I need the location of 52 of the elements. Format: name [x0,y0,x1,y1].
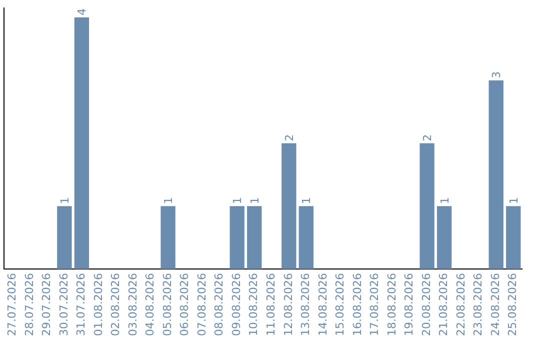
data-label: 2 [421,134,434,142]
x-tick-label: 28.07.2026 [22,273,36,336]
x-tick-label: 02.08.2026 [109,273,122,336]
bar [57,206,72,270]
x-tick-label: 04.08.2026 [144,273,157,336]
bar [74,17,90,270]
x-tick-label: 09.08.2026 [230,273,243,336]
x-tick-label: 23.08.2026 [472,273,485,336]
x-tick-label: 22.08.2026 [454,273,468,336]
bar [247,206,262,270]
bar [506,206,521,270]
x-tick-label: 06.08.2026 [178,273,192,336]
x-tick-label: 16.08.2026 [350,273,364,336]
data-label: 3 [490,71,504,78]
x-tick-label: 11.08.2026 [264,273,278,336]
x-tick-label: 29.07.2026 [40,273,54,336]
x-tick-label: 15.08.2026 [334,273,347,336]
x-tick-label: 05.08.2026 [160,273,174,336]
x-tick-label: 20.08.2026 [420,273,433,336]
x-tick-label: 24.08.2026 [488,273,502,336]
x-tick-label: 03.08.2026 [126,273,140,336]
x-tick-label: 01.08.2026 [92,273,105,336]
data-label: 1 [248,197,262,204]
x-tick-label: 25.08.2026 [506,273,520,336]
data-label: 1 [300,197,314,204]
data-label: 1 [438,197,452,204]
x-tick-label: 18.08.2026 [385,273,398,336]
bar [230,206,244,270]
x-tick-label: 14.08.2026 [316,273,330,336]
bar [298,206,314,270]
x-tick-label: 21.08.2026 [437,273,450,336]
x-tick-label: 08.08.2026 [212,273,226,336]
x-tick-label: 12.08.2026 [282,273,295,336]
x-tick-label: 10.08.2026 [247,273,260,336]
x-tick-label: 17.08.2026 [368,273,382,336]
data-label: 1 [58,197,72,204]
data-label: 1 [507,197,520,204]
x-tick-label: 19.08.2026 [402,273,416,336]
bar [436,206,452,270]
x-tick-label: 31.07.2026 [74,273,88,336]
data-label: 2 [282,134,296,142]
bar [160,206,176,270]
data-label: 1 [162,197,176,204]
data-label: 1 [231,197,244,204]
x-tick-label: 13.08.2026 [299,273,312,336]
bar [282,143,296,270]
bar [488,80,504,270]
bar [420,143,434,270]
x-tick-label: 30.07.2026 [57,273,70,336]
x-tick-label: 27.07.2026 [5,273,18,336]
x-tick-label: 07.08.2026 [195,273,208,336]
data-label: 4 [76,8,89,16]
